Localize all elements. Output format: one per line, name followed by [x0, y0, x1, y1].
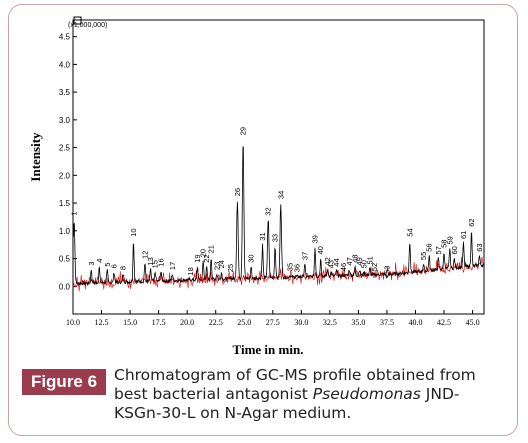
peak-label: 20 — [199, 249, 208, 257]
signal-line — [73, 146, 485, 287]
peak-label: 10 — [129, 228, 138, 236]
caption-text: Chromatogram of GC-MS profile obtained f… — [114, 366, 476, 403]
peak-label: 57 — [434, 246, 443, 254]
x-tick-label: 27.5 — [266, 318, 280, 327]
chart-axes: 0.00.51.01.52.02.53.03.54.04.510.0 12.5 15… — [59, 16, 485, 327]
peak-label: 29 — [239, 127, 248, 135]
figure-caption: Chromatogram of GC-MS profile obtained f… — [114, 366, 500, 423]
peak-label: 55 — [419, 252, 428, 260]
plot-border — [72, 19, 485, 315]
peak-label: 12 — [140, 251, 149, 259]
y-tick-label: 1.5 — [59, 199, 71, 208]
peak-label: 40 — [316, 246, 325, 254]
y-tick-label: 3.0 — [59, 116, 71, 125]
x-tick-label: 12.5 — [95, 318, 109, 327]
peak-label: 5 — [103, 263, 112, 267]
x-tick-label: 42.5 — [437, 318, 451, 327]
x-tick-label: 45.0 — [466, 318, 480, 327]
peak-label: 49 — [355, 257, 364, 265]
peak-label: 17 — [168, 262, 177, 270]
y-tick-label: 4.0 — [59, 60, 71, 69]
y-tick-label: 1.0 — [59, 227, 71, 236]
y-tick-label: 0.5 — [59, 255, 71, 264]
figure-frame — [8, 4, 518, 436]
x-tick-label: 17.5 — [152, 318, 166, 327]
peak-label: 3 — [87, 261, 96, 265]
x-tick-label: 30.0 — [294, 318, 308, 327]
figure-label: Figure 6 — [22, 369, 106, 395]
peak-label: 19 — [193, 254, 202, 262]
y-tick-label: 0.0 — [59, 282, 71, 291]
peak-label: 46 — [339, 263, 348, 271]
peak-label: 44 — [332, 258, 341, 266]
scale-marker-box — [73, 16, 82, 25]
peak-label: 30 — [247, 254, 256, 262]
peak-label: 37 — [300, 252, 309, 260]
x-tick-label: 40.0 — [409, 318, 423, 327]
peak-label: 34 — [276, 191, 285, 199]
peak-label: 4 — [95, 259, 104, 263]
peak-label: 23 — [212, 262, 221, 270]
peak-label: 58 — [440, 240, 449, 248]
peak-label: 54 — [405, 228, 414, 236]
scale-label: (x1,000,000) — [68, 22, 107, 29]
peak-label: 22 — [202, 254, 211, 262]
x-tick-label: 25.0 — [237, 318, 251, 327]
x-tick-label: 22.5 — [209, 318, 223, 327]
peak-label: 39 — [311, 235, 320, 243]
peak-label: 56 — [425, 243, 434, 251]
peak-label: 62 — [467, 218, 476, 226]
chromatogram-trace — [73, 146, 485, 287]
peak-label: 15 — [151, 260, 160, 268]
peak-label: 32 — [264, 207, 273, 215]
peak-label: 51 — [365, 256, 374, 264]
peak-label: 8 — [119, 266, 128, 270]
x-tick-label: 10.0 — [66, 318, 80, 327]
peak-label: 60 — [450, 246, 459, 254]
peak-label: 18 — [186, 267, 195, 275]
x-axis-label: Time in min. — [233, 342, 304, 357]
peak-label: 16 — [156, 258, 165, 266]
x-tick-label: 15.0 — [123, 318, 137, 327]
peak-label: 35 — [285, 263, 294, 271]
y-axis-label: Intensity — [28, 132, 43, 182]
peak-label: 47 — [345, 257, 354, 265]
peak-label: 31 — [258, 232, 267, 240]
y-tick-label: 4.5 — [59, 33, 71, 42]
peak-label: 24 — [217, 260, 226, 268]
y-tick-label: 2.5 — [59, 144, 71, 153]
peak-label: 25 — [226, 264, 235, 272]
peak-label: 43 — [327, 260, 336, 268]
peak-label: 36 — [292, 264, 301, 272]
peak-label: 33 — [271, 234, 280, 242]
y-tick-label: 3.5 — [59, 88, 71, 97]
x-tick-label: 20.0 — [180, 318, 194, 327]
peak-label: 42 — [323, 257, 332, 265]
caption-text-end: JND-KSGn-30-L on N-Agar medium. — [114, 385, 460, 422]
peak-label: 21 — [207, 245, 216, 253]
peak-label: 53 — [383, 266, 392, 274]
peak-label: 63 — [475, 243, 484, 251]
x-tick-label: 37.5 — [380, 318, 394, 327]
peak-label: 59 — [445, 236, 454, 244]
peak-label: 48 — [351, 254, 360, 262]
peak-label: 52 — [370, 263, 379, 271]
x-tick-label: 32.5 — [323, 318, 337, 327]
x-tick-label: 35.0 — [351, 318, 365, 327]
peak-label: 50 — [360, 260, 369, 268]
caption-organism: Pseudomonas — [312, 385, 421, 403]
y-tick-label: 2.0 — [59, 171, 71, 180]
peak-label: 6 — [110, 264, 119, 268]
peak-label: 61 — [459, 231, 468, 239]
peak-label: 26 — [233, 188, 242, 196]
peak-label: 1 — [70, 212, 79, 216]
chromatogram-chart: 0.00.51.01.52.02.53.03.54.04.510.0 12.5 15… — [28, 16, 485, 357]
peak-label: 13 — [146, 257, 155, 265]
